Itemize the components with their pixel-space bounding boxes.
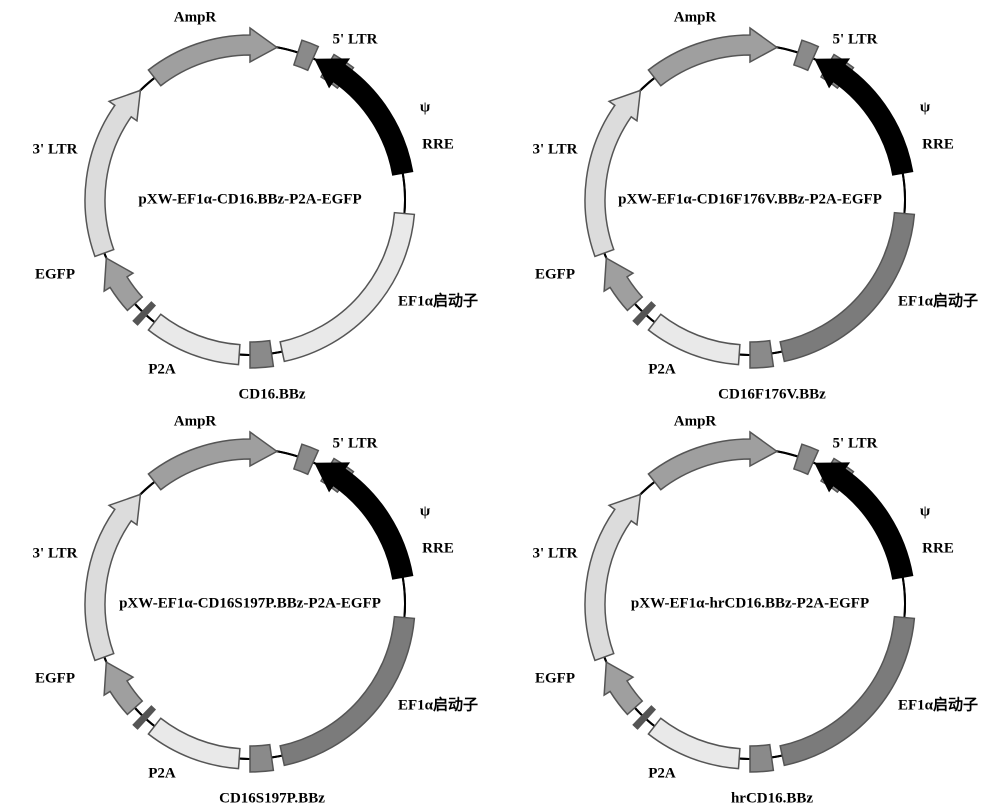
plasmid-title: pXW-EF1α-CD16S197P.BBz-P2A-EGFP bbox=[119, 595, 381, 612]
label-EGFP: EGFP bbox=[535, 670, 575, 687]
label-3LTR: 3' LTR bbox=[33, 545, 78, 562]
label-P2A: P2A bbox=[148, 362, 176, 379]
label-P2A: P2A bbox=[648, 362, 676, 379]
segment-ampr bbox=[85, 494, 140, 660]
plasmid-title: pXW-EF1α-hrCD16.BBz-P2A-EGFP bbox=[631, 595, 869, 612]
segment-psi bbox=[294, 40, 318, 70]
label-AmpR: AmpR bbox=[174, 10, 217, 27]
segment-egfp bbox=[148, 718, 239, 768]
segment-ltr3 bbox=[604, 258, 642, 310]
label-5LTR: 5' LTR bbox=[333, 32, 378, 49]
label-3LTR: 3' LTR bbox=[533, 545, 578, 562]
segment-p2a bbox=[750, 744, 773, 771]
segment-ltr5 bbox=[148, 28, 276, 86]
label-psi: ψ bbox=[420, 100, 430, 117]
label-5LTR: 5' LTR bbox=[833, 435, 878, 452]
label-RRE: RRE bbox=[422, 540, 454, 557]
label-AmpR: AmpR bbox=[174, 413, 217, 430]
label-3LTR: 3' LTR bbox=[33, 142, 78, 159]
label-variant: CD16F176V.BBz bbox=[718, 387, 826, 404]
segment-variant bbox=[780, 616, 914, 765]
plasmid-title: pXW-EF1α-CD16.BBz-P2A-EGFP bbox=[138, 192, 361, 209]
label-P2A: P2A bbox=[648, 765, 676, 782]
label-5LTR: 5' LTR bbox=[333, 435, 378, 452]
segment-ef1a bbox=[816, 463, 913, 579]
label-variant: hrCD16.BBz bbox=[731, 790, 813, 807]
label-3LTR: 3' LTR bbox=[533, 142, 578, 159]
label-AmpR: AmpR bbox=[674, 10, 717, 27]
label-EF1a: EF1α启动子 bbox=[398, 290, 478, 311]
label-EGFP: EGFP bbox=[35, 267, 75, 284]
label-RRE: RRE bbox=[922, 137, 954, 154]
label-EF1a: EF1α启动子 bbox=[898, 290, 978, 311]
label-RRE: RRE bbox=[922, 540, 954, 557]
segment-ltr5 bbox=[648, 432, 776, 490]
segment-ltr5 bbox=[148, 432, 276, 490]
segment-egfp bbox=[148, 314, 239, 364]
segment-psi bbox=[794, 444, 818, 474]
segment-ltr3 bbox=[104, 662, 142, 714]
label-psi: ψ bbox=[920, 100, 930, 117]
label-AmpR: AmpR bbox=[674, 413, 717, 430]
segment-ampr bbox=[585, 494, 640, 660]
plasmid-map: AmpR 5' LTR ψ RRE EF1α启动子 P2A EGFP 3' LTR CD16F1… bbox=[500, 0, 1000, 404]
plasmid-title: pXW-EF1α-CD16F176V.BBz-P2A-EGFP bbox=[618, 192, 882, 209]
segment-variant bbox=[280, 616, 414, 765]
segment-ampr bbox=[585, 90, 640, 256]
segment-psi bbox=[794, 40, 818, 70]
segment-ef1a bbox=[316, 59, 413, 175]
label-EGFP: EGFP bbox=[535, 267, 575, 284]
label-EF1a: EF1α启动子 bbox=[898, 693, 978, 714]
segment-egfp bbox=[648, 314, 739, 364]
segment-ef1a bbox=[316, 463, 413, 579]
plasmid-map: AmpR 5' LTR ψ RRE EF1α启动子 P2A EGFP 3' LTR CD16.B… bbox=[0, 0, 500, 404]
segment-egfp bbox=[648, 718, 739, 768]
segment-p2a bbox=[750, 341, 773, 368]
segment-p2a bbox=[250, 744, 273, 771]
segment-ef1a bbox=[816, 59, 913, 175]
label-5LTR: 5' LTR bbox=[833, 32, 878, 49]
plasmid-map: AmpR 5' LTR ψ RRE EF1α启动子 P2A EGFP 3' LTR CD16S1… bbox=[0, 404, 500, 807]
label-variant: CD16S197P.BBz bbox=[219, 790, 325, 807]
segment-p2a bbox=[250, 341, 273, 368]
segment-psi bbox=[294, 444, 318, 474]
label-P2A: P2A bbox=[148, 765, 176, 782]
label-variant: CD16.BBz bbox=[238, 387, 305, 404]
segment-variant bbox=[780, 213, 914, 362]
segment-ampr bbox=[85, 90, 140, 256]
segment-ltr3 bbox=[604, 662, 642, 714]
plasmid-map: AmpR 5' LTR ψ RRE EF1α启动子 P2A EGFP 3' LTR hrCD16… bbox=[500, 404, 1000, 807]
label-EF1a: EF1α启动子 bbox=[398, 693, 478, 714]
label-RRE: RRE bbox=[422, 137, 454, 154]
label-psi: ψ bbox=[920, 503, 930, 520]
label-psi: ψ bbox=[420, 503, 430, 520]
segment-ltr5 bbox=[648, 28, 776, 86]
segment-ltr3 bbox=[104, 258, 142, 310]
segment-variant bbox=[280, 213, 414, 362]
label-EGFP: EGFP bbox=[35, 670, 75, 687]
